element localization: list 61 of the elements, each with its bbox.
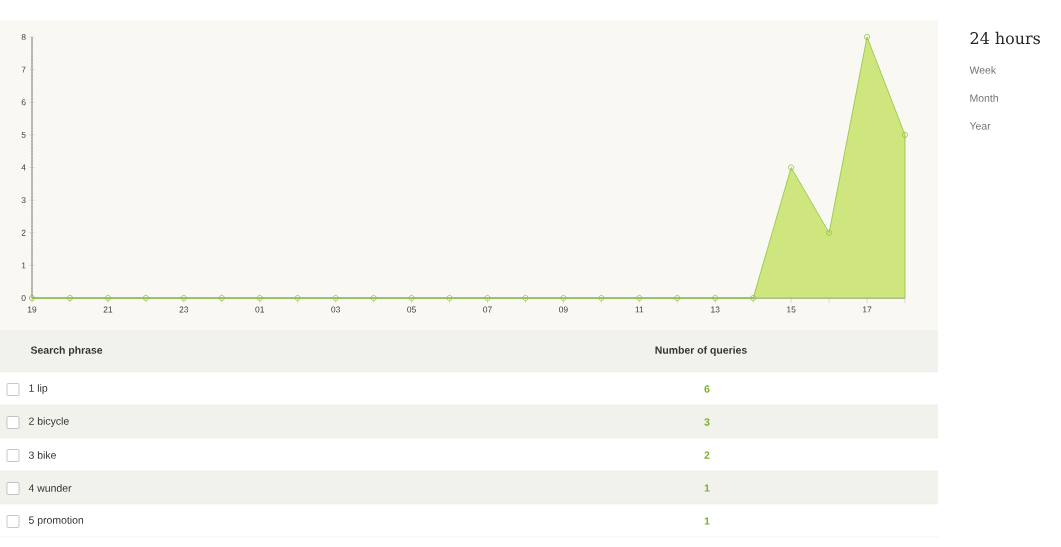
text: Year	[969, 122, 991, 130]
x-tick-label: 23	[179, 306, 189, 313]
y-tick-label: 4	[21, 164, 26, 171]
point	[560, 295, 567, 302]
x-tick-label: 01	[255, 306, 265, 313]
x-tick-label: 15	[787, 306, 796, 313]
data-label: 1	[704, 517, 710, 525]
y-tick-label: 3	[21, 197, 26, 204]
point	[180, 295, 187, 302]
text: Number of queries	[655, 346, 747, 356]
point	[598, 295, 605, 302]
category-label: 1 lip	[29, 384, 48, 394]
x-tick-label: 13	[711, 306, 720, 313]
data-label: 3	[704, 418, 710, 426]
y-tick-label: 6	[21, 99, 26, 106]
category-label: 2 bicycle	[29, 417, 69, 427]
point	[636, 295, 643, 302]
x-tick-label: 11	[635, 306, 644, 313]
category-label: 3 bike	[28, 451, 56, 459]
y-tick-label: 0	[21, 295, 26, 301]
point	[788, 164, 795, 171]
x-tick-label: 05	[407, 306, 416, 313]
point	[674, 295, 681, 302]
point	[29, 295, 35, 302]
point	[750, 295, 757, 302]
point	[712, 295, 719, 302]
point	[446, 295, 453, 302]
y-tick-label: 7	[21, 66, 26, 73]
point	[902, 131, 909, 138]
point	[864, 34, 871, 41]
x-tick-label: 17	[862, 306, 872, 313]
text: 24 hours	[970, 31, 1040, 45]
point	[370, 295, 377, 302]
data-label: 2	[704, 451, 710, 459]
x-tick-label: 03	[331, 306, 340, 313]
x-tick-label: 21	[103, 306, 113, 313]
point	[408, 295, 415, 302]
x-tick-label: 07	[483, 306, 492, 313]
point	[66, 295, 73, 302]
point	[826, 229, 833, 236]
text: Month	[970, 94, 998, 102]
x-tick-label: 09	[559, 306, 568, 313]
point	[294, 295, 301, 302]
y-tick-label: 1	[21, 262, 26, 269]
point	[484, 295, 491, 302]
y-tick-label: 5	[21, 131, 26, 138]
point	[332, 295, 339, 302]
category-label: 5 promotion	[28, 516, 84, 526]
point	[104, 295, 111, 302]
y-tick-label: 8	[21, 34, 26, 40]
point	[522, 295, 529, 302]
text: Search phrase	[30, 346, 103, 356]
y-tick-label: 2	[21, 229, 26, 236]
point	[256, 295, 263, 302]
data-label: 1	[704, 484, 710, 492]
text: Week	[969, 66, 997, 74]
category-label: 4 wunder	[28, 484, 72, 492]
data-label: 6	[704, 385, 710, 393]
point	[218, 295, 225, 302]
point	[142, 295, 149, 302]
x-tick-label: 19	[27, 306, 37, 313]
